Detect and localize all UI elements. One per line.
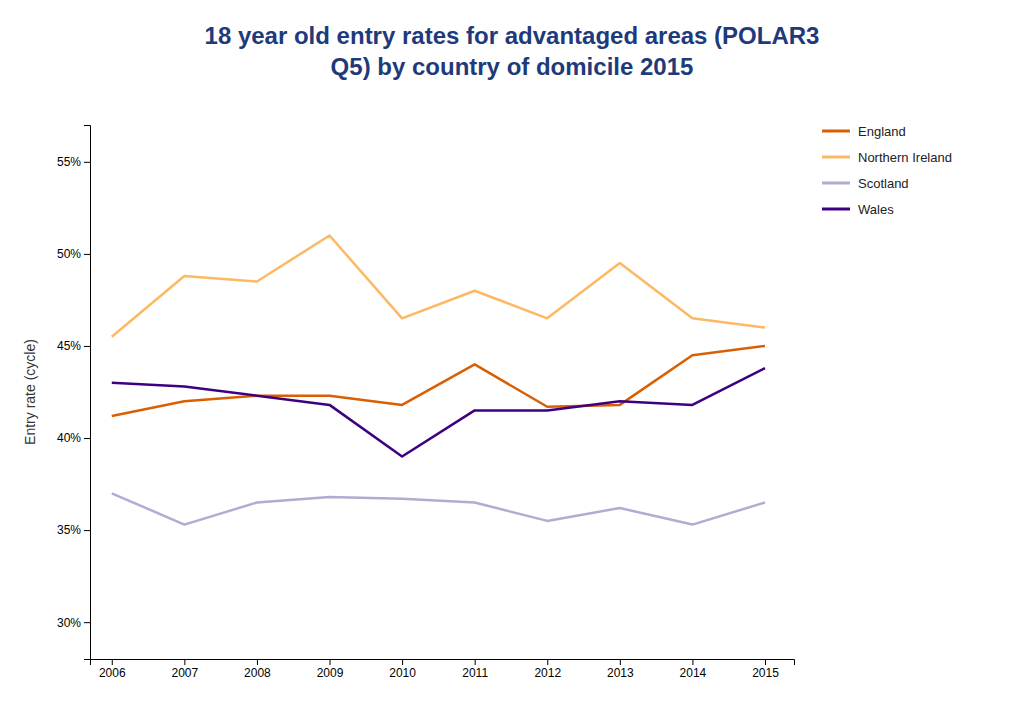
y-tick-mark [84, 622, 90, 623]
x-tick-label: 2013 [607, 666, 634, 680]
x-tick-label: 2010 [389, 666, 416, 680]
y-tick-label: 30% [57, 616, 81, 630]
y-tick-label: 55% [57, 155, 81, 169]
x-tick-mark [257, 659, 258, 665]
legend-item: England [822, 124, 906, 139]
y-tick-mark [84, 162, 90, 163]
x-tick-mark [402, 659, 403, 665]
x-tick: 2009 [317, 659, 344, 680]
legend-label: England [858, 124, 906, 139]
legend-item: Northern Ireland [822, 150, 952, 165]
x-tick: 2006 [99, 659, 126, 680]
y-tick-label: 35% [57, 523, 81, 537]
x-tick-label: 2008 [244, 666, 271, 680]
y-tick: 30% [57, 616, 90, 630]
title-line: Q5) by country of domicile 2015 [331, 53, 694, 80]
x-tick-label: 2011 [462, 666, 488, 680]
series-line [112, 493, 765, 524]
legend-label: Scotland [858, 176, 909, 191]
x-tick: 2010 [389, 659, 416, 680]
y-tick-label: 40% [57, 431, 81, 445]
x-tick-label: 2009 [317, 666, 344, 680]
x-tick-mark [475, 659, 476, 665]
x-tick: 2007 [171, 659, 198, 680]
x-tick-label: 2006 [99, 666, 126, 680]
x-tick-mark [765, 659, 766, 665]
x-tick: 2008 [244, 659, 271, 680]
chart: 18 year old entry rates for advantaged a… [0, 0, 1024, 709]
x-tick-label: 2014 [680, 666, 707, 680]
legend-item: Scotland [822, 176, 909, 191]
x-tick-mark [547, 659, 548, 665]
series-line [112, 368, 765, 456]
x-tick: 2011 [462, 659, 488, 680]
legend: England Northern Ireland Scotland Wales [822, 124, 952, 217]
y-tick-mark [84, 438, 90, 439]
x-axis-line [91, 660, 795, 666]
y-tick-mark [84, 346, 90, 347]
x-tick-mark [620, 659, 621, 665]
series-line [112, 235, 765, 336]
x-tick: 2015 [752, 659, 779, 680]
legend-swatch [822, 156, 850, 159]
y-tick: 55% [57, 155, 90, 169]
legend-item: Wales [822, 202, 894, 217]
legend-swatch [822, 130, 850, 133]
y-tick-mark [84, 530, 90, 531]
legend-label: Northern Ireland [858, 150, 952, 165]
x-tick-mark [184, 659, 185, 665]
x-tick-mark [330, 659, 331, 665]
y-axis-title: Entry rate (cycle) [22, 339, 38, 445]
y-axis: 30% 35% 40% 45% 50% 55% [57, 126, 91, 660]
y-axis-line [84, 126, 91, 660]
x-tick: 2012 [534, 659, 561, 680]
title: 18 year old entry rates for advantaged a… [205, 22, 820, 80]
x-tick: 2013 [607, 659, 634, 680]
x-tick-mark [692, 659, 693, 665]
x-tick: 2014 [680, 659, 707, 680]
y-tick: 45% [57, 339, 90, 353]
legend-swatch [822, 182, 850, 185]
y-tick: 40% [57, 431, 90, 445]
y-tick: 50% [57, 247, 90, 261]
x-tick-label: 2015 [752, 666, 779, 680]
plot-area [112, 235, 765, 524]
legend-label: Wales [858, 202, 894, 217]
x-tick-label: 2007 [171, 666, 198, 680]
x-axis: 2006 2007 2008 2009 2010 2011 2012 2013 2014 2015 [91, 659, 795, 680]
title-line: 18 year old entry rates for advantaged a… [205, 22, 820, 49]
y-tick-label: 50% [57, 247, 81, 261]
y-tick-label: 45% [57, 339, 81, 353]
x-tick-label: 2012 [534, 666, 561, 680]
y-tick: 35% [57, 523, 90, 537]
y-tick-mark [84, 254, 90, 255]
series-line [112, 346, 765, 416]
x-tick-mark [112, 659, 113, 665]
legend-swatch [822, 208, 850, 211]
